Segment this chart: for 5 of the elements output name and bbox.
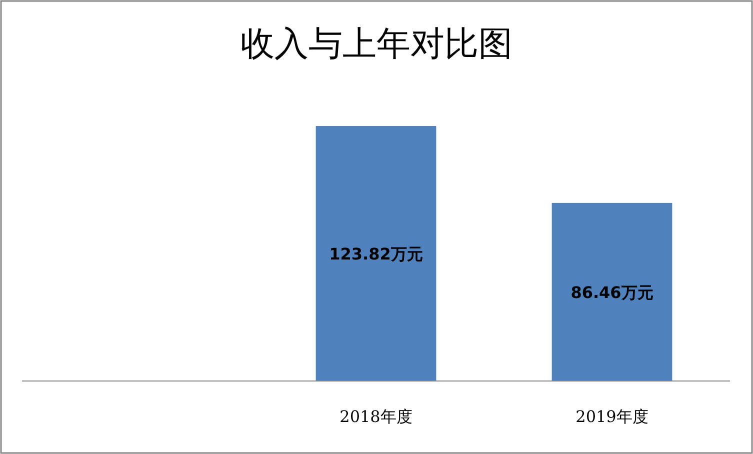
x-tick-label: 2018年度 bbox=[340, 407, 412, 426]
data-label: 123.82万元 bbox=[329, 244, 423, 264]
chart-title: 收入与上年对比图 bbox=[240, 24, 512, 64]
x-tick-label: 2019年度 bbox=[576, 407, 648, 426]
data-label: 86.46万元 bbox=[570, 282, 654, 302]
